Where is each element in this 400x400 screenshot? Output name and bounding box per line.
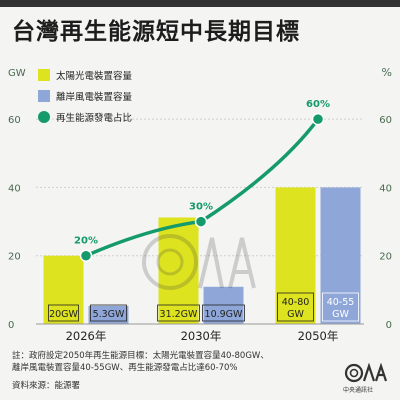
bar-value-label: 10.9GW <box>205 309 244 320</box>
bar-value-label: 40-55 <box>327 297 355 308</box>
line-point <box>311 112 325 126</box>
bar-label-box <box>322 292 359 322</box>
bar-solar <box>43 255 84 324</box>
y-left-tick-label: 60 <box>8 115 21 126</box>
bar-wind <box>320 187 361 324</box>
bar-label-box <box>90 304 127 322</box>
y-right-tick-label: 40 <box>379 183 392 194</box>
line-point <box>194 215 208 228</box>
axis-layer: 0 0 20 20 40 40 60 60 GW % 2026年 2030年 2050年 <box>8 66 392 343</box>
footnote-line: 離岸風電裝置容量40-55GW、再生能源發電占比達60-70% <box>12 363 238 373</box>
y-right-tick-label: 20 <box>379 252 392 263</box>
y-left-tick-label: 40 <box>8 183 21 194</box>
x-tick-label: 2030年 <box>181 329 222 343</box>
bar-value-label: 40-80 <box>282 297 310 308</box>
bar-value-label: 5.3GW <box>93 309 125 320</box>
cna-watermark <box>142 234 256 290</box>
bar-value-label: 31.2GW <box>160 309 199 320</box>
page-title: 台灣再生能源短中長期目標 <box>12 19 300 45</box>
legend-swatch <box>38 90 50 102</box>
line-point <box>79 249 93 262</box>
bar-label-box <box>48 304 79 322</box>
x-tick-label: 2050年 <box>298 329 339 343</box>
y-right-tick-label: 0 <box>386 320 392 331</box>
y-left-tick-label: 20 <box>8 252 21 263</box>
bar-value-label: GW <box>287 309 304 320</box>
line-layer: 20% 30% 60% <box>74 99 330 262</box>
bar-label-box <box>277 292 314 322</box>
bar-solar <box>275 187 316 324</box>
bar-wind <box>88 305 129 324</box>
logo-text: 中央通訊社 <box>343 387 374 394</box>
line-point-label: 30% <box>189 202 213 213</box>
cna-logo <box>344 363 388 383</box>
bar-label-box <box>157 304 200 322</box>
top-bar <box>0 0 400 7</box>
legend-label: 再生能源發電占比 <box>56 112 132 124</box>
legend-label: 太陽光電裝置容量 <box>56 70 133 82</box>
line-point-label: 60% <box>306 99 330 110</box>
y-left-tick-label: 0 <box>8 320 14 331</box>
y-right-unit: % <box>382 66 392 79</box>
footnote-line: 註：政府設定2050年再生能源目標：太陽光電裝置容量40-80GW、 <box>12 351 269 361</box>
legend-swatch <box>38 111 50 123</box>
bar-value-label: GW <box>332 309 349 320</box>
footnote: 註：政府設定2050年再生能源目標：太陽光電裝置容量40-80GW、 離岸風電裝… <box>12 350 269 374</box>
line-point-label: 20% <box>74 236 98 247</box>
y-right-tick-label: 60 <box>379 115 392 126</box>
bar-label-box <box>202 304 245 322</box>
x-tick-label: 2026年 <box>66 329 107 343</box>
legend-swatch <box>38 69 50 81</box>
bar-value-label: 20GW <box>49 309 78 320</box>
legend-label: 離岸風電裝置容量 <box>56 91 133 103</box>
y-left-unit: GW <box>8 68 26 79</box>
source-text: 資料來源：能源署 <box>12 381 81 391</box>
bar-solar <box>158 217 199 324</box>
